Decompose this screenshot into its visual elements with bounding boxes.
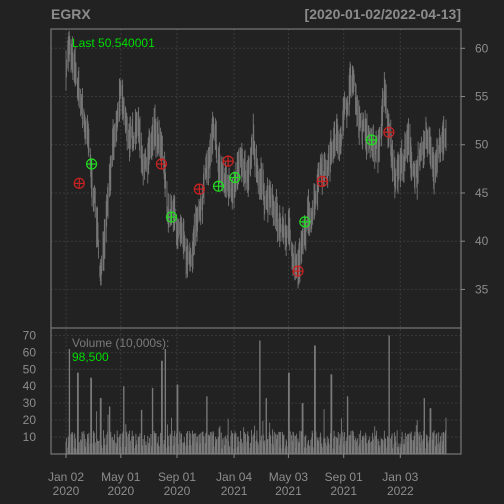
- sell-marker: [155, 158, 168, 170]
- buy-marker: [229, 171, 241, 184]
- date-tick-label: Sep 01: [325, 470, 363, 484]
- date-range: [2020-01-02/2022-04-13]: [305, 6, 461, 22]
- volume-axis: 10 20 30 40 50 60 70: [23, 328, 37, 444]
- volume-panel-frame: [50, 327, 462, 455]
- price-tick-label: 35: [475, 282, 489, 296]
- last-price-label: Last 50.540001: [72, 36, 155, 50]
- date-tick-label: Jan 03: [382, 470, 418, 484]
- price-axis: 35 40 45 50 55 60: [461, 41, 489, 296]
- volume-last-value: 98,500: [72, 350, 109, 364]
- volume-tick-label: 40: [23, 379, 37, 393]
- date-tick-year: 2020: [164, 484, 191, 498]
- buy-marker: [212, 180, 225, 192]
- volume-tick-label: 10: [23, 430, 37, 444]
- buy-marker: [85, 158, 98, 170]
- date-tick-year: 2020: [107, 484, 134, 498]
- date-tick-label: May 01: [101, 470, 141, 484]
- date-tick-label: Sep 01: [158, 470, 196, 484]
- date-tick-year: 2021: [275, 484, 302, 498]
- date-tick-year: 2022: [387, 484, 414, 498]
- volume-label: Volume (10,000s):: [72, 336, 169, 350]
- volume-tick-label: 60: [23, 345, 37, 359]
- date-tick-year: 2020: [53, 484, 80, 498]
- sell-marker: [292, 265, 304, 277]
- date-tick-label: May 03: [269, 470, 309, 484]
- volume-bars: [65, 335, 447, 454]
- volume-tick-label: 50: [23, 362, 37, 376]
- buy-marker: [365, 134, 378, 146]
- volume-tick-label: 30: [23, 396, 37, 410]
- buy-marker: [299, 216, 311, 228]
- trade-markers: [73, 126, 395, 277]
- sell-marker: [222, 155, 234, 167]
- date-tick-label: Jan 02: [48, 470, 84, 484]
- price-tick-label: 40: [475, 234, 489, 248]
- date-tick-label: Jan 04: [216, 470, 252, 484]
- sell-marker: [316, 175, 328, 187]
- date-tick-year: 2021: [221, 484, 248, 498]
- price-series: [65, 30, 447, 289]
- sell-marker: [73, 177, 85, 189]
- price-tick-label: 55: [475, 90, 489, 104]
- sell-marker: [383, 126, 395, 138]
- price-tick-label: 60: [475, 41, 489, 55]
- price-tick-label: 50: [475, 138, 489, 152]
- date-tick-year: 2021: [330, 484, 357, 498]
- volume-tick-label: 20: [23, 413, 37, 427]
- chart-title: EGRX: [51, 6, 91, 22]
- sell-marker: [193, 183, 205, 195]
- price-tick-label: 45: [475, 186, 489, 200]
- volume-tick-label: 70: [23, 328, 37, 342]
- buy-marker: [165, 211, 178, 223]
